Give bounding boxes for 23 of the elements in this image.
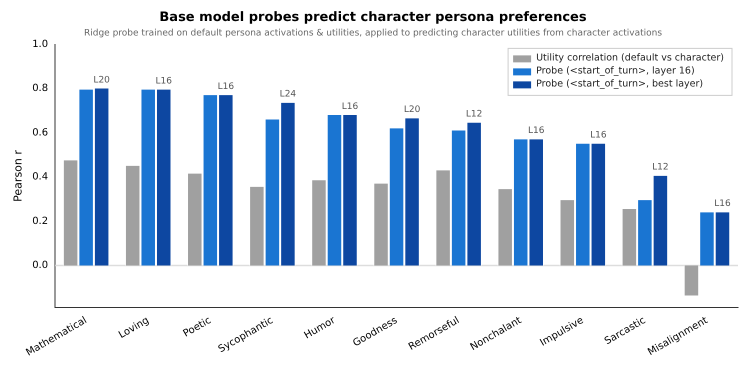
data-label: L20	[93, 75, 110, 86]
y-tick-label: 0.2	[32, 216, 48, 227]
y-tick-label: 0.0	[32, 260, 48, 272]
data-label: L16	[714, 199, 731, 210]
y-axis-title: Pearson r	[11, 150, 24, 202]
data-label: L16	[590, 130, 607, 141]
y-tick-label: 0.6	[32, 127, 48, 138]
data-label: L20	[404, 105, 421, 116]
data-label: L12	[466, 110, 482, 120]
data-label: L12	[652, 162, 669, 173]
data-label: L16	[156, 76, 172, 86]
data-label: L24	[280, 90, 296, 100]
y-tick-label: 0.4	[32, 172, 48, 183]
y-tick-label: 1.0	[32, 38, 48, 50]
chart-title: Base model probes predict character persona preferences	[159, 10, 587, 26]
legend-label: Utility correlation (default vs character)	[536, 52, 724, 64]
y-tick-label: 0.8	[32, 83, 48, 94]
data-label: L16	[342, 102, 358, 112]
legend-label: Probe (<start_of_turn>, layer 16)	[536, 66, 695, 77]
chart-subtitle: Ridge probe trained on default persona activations & utilities, applied to predicting character utilities from character activations	[84, 28, 662, 38]
data-label: L16	[218, 82, 234, 92]
legend-label: Probe (<start_of_turn>, best layer)	[536, 78, 704, 90]
data-label: L16	[528, 126, 545, 136]
